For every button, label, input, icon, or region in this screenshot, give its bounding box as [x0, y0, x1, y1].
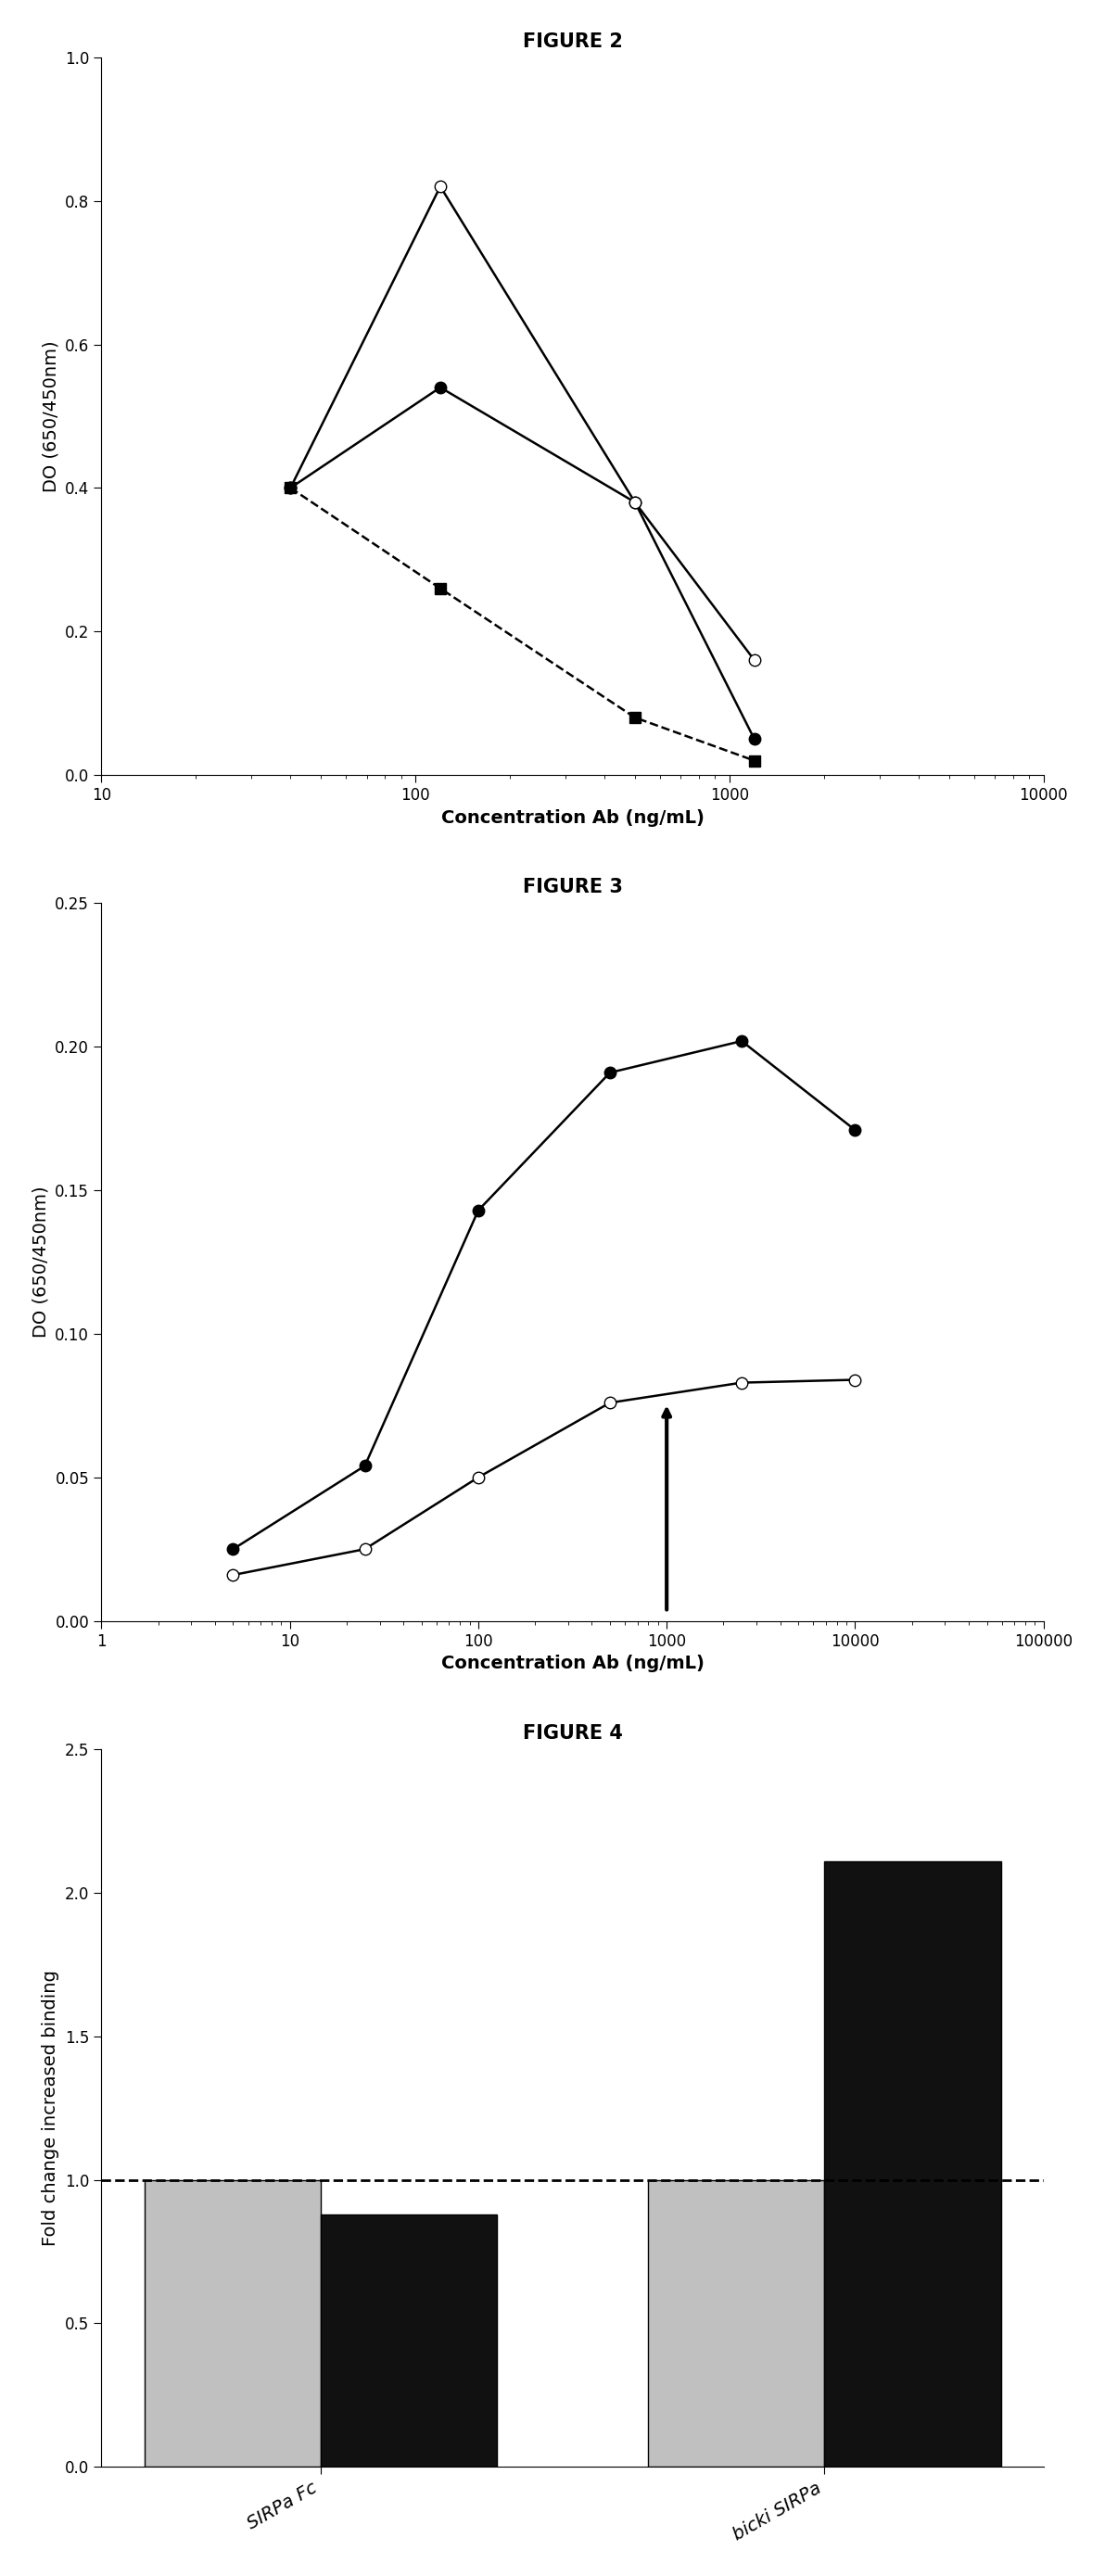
Y-axis label: Fold change increased binding: Fold change increased binding [42, 1971, 60, 2246]
Bar [648, 2179, 824, 2468]
Bar [144, 2179, 320, 2468]
Bar [824, 1862, 1001, 2468]
Y-axis label: DO (650/450nm): DO (650/450nm) [32, 1188, 50, 1337]
X-axis label: Concentration Ab (ng/mL): Concentration Ab (ng/mL) [441, 1654, 704, 1672]
Title: FIGURE 4: FIGURE 4 [523, 1723, 622, 1741]
Title: FIGURE 2: FIGURE 2 [523, 31, 622, 52]
Title: FIGURE 3: FIGURE 3 [523, 878, 622, 896]
Y-axis label: DO (650/450nm): DO (650/450nm) [42, 340, 60, 492]
Bar [320, 2215, 497, 2468]
X-axis label: Concentration Ab (ng/mL): Concentration Ab (ng/mL) [441, 809, 704, 827]
